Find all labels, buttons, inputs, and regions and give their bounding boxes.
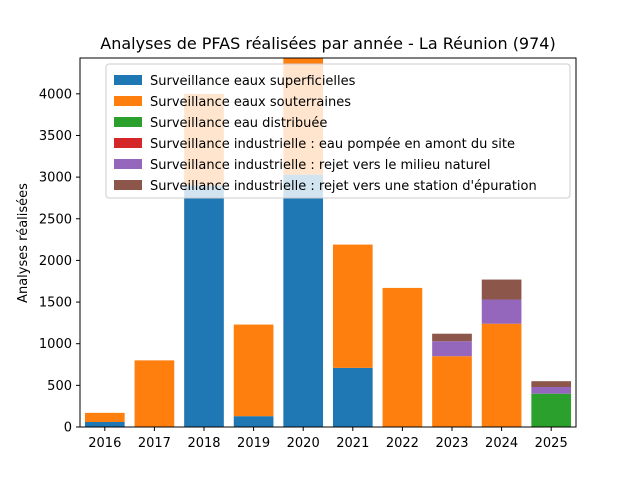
y-tick-label: 500 [47,379,72,394]
x-tick-label-2022: 2022 [386,436,419,451]
legend-label-6: Surveillance industrielle : rejet vers u… [150,179,537,194]
legend-label-4: Surveillance industrielle : eau pompée e… [150,137,515,152]
x-tick-label-2017: 2017 [138,436,171,451]
bar-2019-series-1 [233,416,274,427]
legend-swatch-4 [114,138,142,148]
legend: Surveillance eaux superficielles Surveill… [105,63,571,199]
legend-swatch-2 [114,96,142,106]
bar-2019-series-2 [233,324,274,417]
legend-swatch-3 [114,117,142,127]
legend-swatch-5 [114,159,142,169]
y-tick-label: 2500 [39,212,72,227]
y-tick-label: 1000 [39,337,72,352]
plot-frame [79,57,577,428]
x-tick-label-2024: 2024 [485,436,518,451]
bar-2021-series-2 [332,244,373,368]
bar-2023-series-2 [432,356,472,427]
bar-2024-series-5 [481,299,522,324]
bar-2016-series-1 [84,422,125,427]
legend-swatch-1 [114,75,142,85]
bar-2023-series-6 [432,333,472,342]
legend-label-3: Surveillance eau distribuée [150,116,327,131]
x-tick-label-2020: 2020 [287,436,320,451]
legend-label-1: Surveillance eaux superficielles [150,74,356,89]
y-tick-label: 4000 [39,87,72,102]
y-tick-label: 0 [64,421,72,436]
bar-2023-series-5 [432,341,472,357]
x-tick-label-2025: 2025 [535,436,568,451]
bar-2024-series-2 [481,323,522,427]
bar-2022-series-2 [382,287,423,427]
bar-2024-series-6 [481,279,522,300]
bar-2025-series-5 [531,387,572,394]
y-axis-label: Analyses réalisées [16,183,31,303]
x-tick-label-2021: 2021 [336,436,369,451]
y-tick-label: 1500 [39,296,72,311]
x-tick-label-2016: 2016 [88,436,121,451]
x-tick-label-2019: 2019 [237,436,270,451]
bar-2020-series-1 [283,174,324,427]
x-tick-label-2023: 2023 [435,436,468,451]
bar-2018-series-1 [184,185,224,427]
legend-label-2: Surveillance eaux souterraines [150,95,351,110]
bar-2016-series-2 [84,412,125,422]
bar-2021-series-1 [332,367,373,427]
y-tick-label: 3000 [39,171,72,186]
bar-2025-series-3 [531,393,572,427]
y-tick-label: 3500 [39,129,72,144]
axes-group: 0 500 1000 1500 2000 2500 3000 3500 4000 2016 2017… [39,57,577,451]
legend-swatch-6 [114,180,142,190]
x-tick-label-2018: 2018 [187,436,220,451]
bar-2025-series-6 [531,381,572,388]
chart-title: Analyses de PFAS réalisées par année - L… [100,34,555,53]
bar-2017-series-2 [134,360,175,427]
legend-box [105,63,571,199]
legend-label-5: Surveillance industrielle : rejet vers l… [150,158,491,173]
y-tick-label: 2000 [39,254,72,269]
